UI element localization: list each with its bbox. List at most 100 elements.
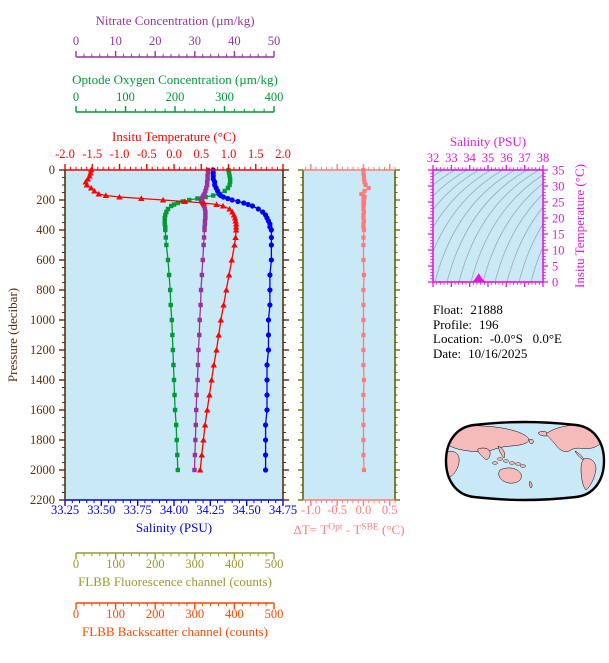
ts-salinity-tick-label: 33 <box>445 151 458 165</box>
pressure-tick-label: 0 <box>49 163 55 177</box>
fluorescence-axis-tick-label: 400 <box>225 557 244 571</box>
backscatter-axis: 0 100 200 300 400 500 FLBB Backscatter channel… <box>73 602 284 639</box>
temperature-axis-tick-label: 0.0 <box>166 147 182 161</box>
ts-temperature-tick-label: 10 <box>552 244 565 258</box>
temperature-axis-tick-label: 1.0 <box>221 147 237 161</box>
nitrate-axis: 0 10 20 30 40 50 Nitrate Concentration (µm/kg) <box>73 13 281 58</box>
oxygen-axis-tick-label: 400 <box>265 90 284 104</box>
delta-t-tick-label: 0.5 <box>382 503 398 517</box>
delta-t-axis-title: ΔT= TOpt - TSBE (°C) <box>293 522 404 537</box>
ts-salinity-tick-label: 38 <box>537 151 550 165</box>
location-line: Location: -0.0°S 0.0°E <box>433 331 562 347</box>
date-line: Date: 10/16/2025 <box>433 345 562 362</box>
oxygen-axis-title: Optode Oxygen Concentration (µm/kg) <box>72 72 278 87</box>
ts-salinity-tick-label: 35 <box>482 151 495 165</box>
fluorescence-axis-tick-label: 200 <box>146 557 165 571</box>
backscatter-axis-title: FLBB Backscatter channel (counts) <box>82 624 268 639</box>
temperature-series <box>82 166 240 473</box>
nitrate-axis-tick-label: 40 <box>228 34 241 48</box>
pressure-tick-label: 400 <box>36 223 55 237</box>
ts-temperature-tick-label: 35 <box>552 164 565 178</box>
backscatter-axis-tick-label: 0 <box>73 607 79 621</box>
location-label: Location: <box>433 331 483 346</box>
nitrate-axis-title: Nitrate Concentration (µm/kg) <box>95 13 254 28</box>
profile-number-label: Profile: <box>433 316 472 332</box>
salinity-axis: 33.25 33.50 33.75 34.00 34.25 34.50 34.75 Salin… <box>51 499 297 535</box>
delta-t-tick-label: -1.0 <box>301 503 321 517</box>
ts-temperature-tick-label: 25 <box>552 196 565 210</box>
temperature-axis-tick-label: -0.5 <box>137 147 157 161</box>
ts-salinity-axis-title: Salinity (PSU) <box>450 134 526 149</box>
pressure-tick-label: 2200 <box>30 493 55 507</box>
temperature-axis-tick-label: -2.0 <box>55 147 75 161</box>
ts-salinity-tick-label: 32 <box>427 151 440 165</box>
oxygen-axis-tick-label: 300 <box>215 90 234 104</box>
fluorescence-axis-tick-label: 100 <box>106 557 125 571</box>
fluorescence-axis-title: FLBB Fluorescence channel (counts) <box>78 574 272 589</box>
salinity-axis-title: Salinity (PSU) <box>136 520 212 535</box>
map-outline <box>444 420 606 502</box>
ts-temperature-tick-label: 30 <box>552 180 565 194</box>
fluorescence-axis: 0 100 200 300 400 500 FLBB Fluorescence channe… <box>73 552 284 589</box>
pressure-axis-right <box>282 169 289 501</box>
temperature-axis-title: Insitu Temperature (°C) <box>112 129 236 144</box>
oxygen-axis-tick-label: 200 <box>166 90 185 104</box>
world-map <box>444 420 606 502</box>
date-label: Date: <box>433 345 462 361</box>
float-id-line: Float: 21888 <box>433 302 562 318</box>
nitrate-series <box>192 167 211 473</box>
ts-temperature-tick-label: 0 <box>552 276 558 290</box>
location-value: -0.0°S 0.0°E <box>489 331 562 346</box>
float-info-block: Float: 21888 Profile: 196 Location: -0.0°S … <box>433 302 562 362</box>
pressure-axis-left: 0 200 400 600 800 1000 1200 1400 1600 1800 2000 220… <box>30 163 66 507</box>
pressure-tick-label: 1800 <box>30 433 55 447</box>
fluorescence-axis-tick-label: 300 <box>185 557 204 571</box>
oxygen-axis: 0 100 200 300 400 Optode Oxygen Concentration… <box>72 72 284 113</box>
backscatter-axis-tick-label: 300 <box>185 607 204 621</box>
pressure-tick-label: 600 <box>36 253 55 267</box>
float-id-value: 21888 <box>470 302 503 317</box>
salinity-axis-tick-label: 33.50 <box>87 503 115 517</box>
pressure-axis-title: Pressure (decibar) <box>5 288 20 382</box>
date-value: 10/16/2025 <box>468 345 528 361</box>
fluorescence-axis-tick-label: 0 <box>73 557 79 571</box>
salinity-axis-tick-label: 33.75 <box>124 503 152 517</box>
temperature-axis-tick-label: 2.0 <box>275 147 291 161</box>
delta-t-panel-background <box>303 170 395 500</box>
nitrate-axis-tick-label: 0 <box>73 34 79 48</box>
pressure-tick-label: 2000 <box>30 463 55 477</box>
backscatter-axis-tick-label: 200 <box>146 607 165 621</box>
nitrate-axis-tick-label: 30 <box>189 34 202 48</box>
delta-t-tick-label: 0.0 <box>356 503 372 517</box>
pressure-tick-label: 1000 <box>30 313 55 327</box>
pressure-tick-label: 1600 <box>30 403 55 417</box>
backscatter-axis-tick-label: 500 <box>265 607 284 621</box>
temperature-axis-tick-label: -1.0 <box>110 147 130 161</box>
salinity-axis-tick-label: 33.25 <box>51 503 79 517</box>
oxygen-axis-tick-label: 0 <box>73 90 79 104</box>
ts-temperature-tick-label: 5 <box>552 260 558 274</box>
profile-number-line: Profile: 196 <box>433 316 562 333</box>
float-id-label: Float: <box>433 302 464 317</box>
fluorescence-axis-tick-label: 500 <box>265 557 284 571</box>
main-profile-series <box>82 166 274 473</box>
ts-diagram: 32 33 34 35 36 37 38 0 5 10 15 20 25 30 35 Salinity (PS… <box>427 134 587 290</box>
oxygen-axis-tick-label: 100 <box>116 90 135 104</box>
delta-t-tick-label: -0.5 <box>327 503 347 517</box>
pressure-axis-title-text: Pressure (decibar) <box>5 288 20 382</box>
nitrate-axis-tick-label: 20 <box>149 34 162 48</box>
delta-t-panel: -1.0 -0.5 0.0 0.5 ΔT= TOpt - TSBE (°C) <box>293 164 405 537</box>
backscatter-axis-tick-label: 400 <box>225 607 244 621</box>
backscatter-axis-tick-label: 100 <box>106 607 125 621</box>
ts-salinity-tick-label: 36 <box>500 151 513 165</box>
temperature-axis-tick-label: 0.5 <box>193 147 209 161</box>
temperature-axis-tick-label: -1.5 <box>82 147 102 161</box>
pressure-tick-label: 1200 <box>30 343 55 357</box>
ts-temperature-tick-label: 20 <box>552 212 565 226</box>
nitrate-axis-tick-label: 50 <box>268 34 281 48</box>
ts-salinity-tick-label: 34 <box>463 151 476 165</box>
temperature-axis-tick-label: 1.5 <box>248 147 264 161</box>
temperature-axis: -2.0 -1.5 -1.0 -0.5 0.0 0.5 1.0 1.5 2.0 Insitu Te… <box>55 129 291 171</box>
